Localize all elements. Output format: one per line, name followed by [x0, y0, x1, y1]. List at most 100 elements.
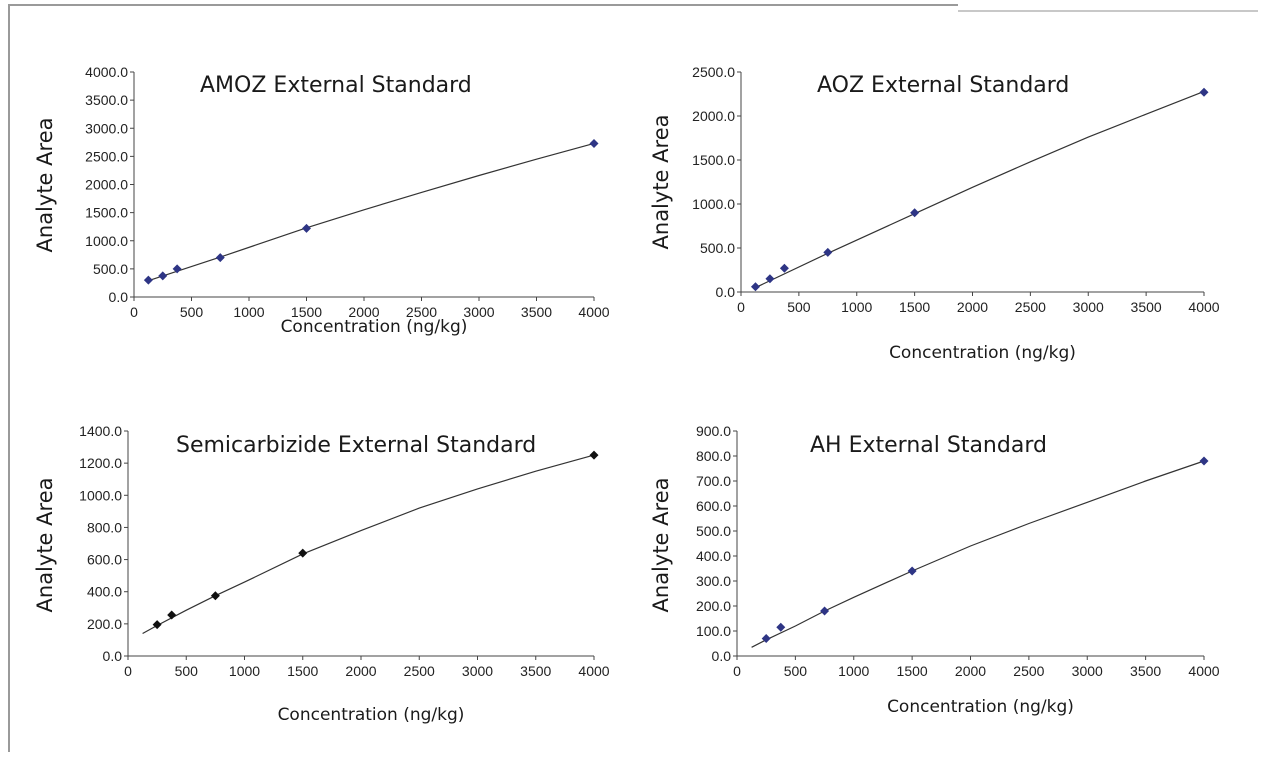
y-tick-label: 800.0	[696, 448, 731, 464]
x-tick-label: 1500	[897, 663, 928, 679]
x-tick-label: 500	[180, 304, 204, 320]
y-tick-label: 200.0	[87, 616, 122, 632]
chart-title: Semicarbizide External Standard	[176, 433, 536, 458]
x-tick-label: 3000	[1072, 663, 1103, 679]
data-point	[210, 591, 220, 601]
y-tick-label: 0.0	[716, 284, 736, 300]
data-point	[152, 620, 162, 630]
y-tick-label: 100.0	[696, 623, 731, 639]
y-tick-label: 900.0	[696, 423, 731, 439]
y-tick-label: 2000.0	[85, 177, 128, 193]
x-axis-label: Concentration (ng/kg)	[887, 697, 1074, 717]
x-tick-label: 1000	[233, 304, 264, 320]
data-point	[820, 606, 830, 616]
data-point	[167, 610, 177, 620]
y-tick-label: 3000.0	[85, 120, 128, 136]
y-axis-label: Analyte Area	[33, 118, 57, 253]
trendline	[142, 454, 595, 635]
y-tick-label: 3500.0	[85, 92, 128, 108]
x-axis-label: Concentration (ng/kg)	[889, 343, 1076, 363]
x-tick-label: 500	[787, 299, 811, 315]
x-tick-label: 500	[175, 663, 199, 679]
data-point	[589, 138, 599, 148]
y-tick-label: 0.0	[109, 289, 129, 305]
y-tick-label: 0.0	[712, 648, 732, 664]
x-tick-label: 1000	[838, 663, 869, 679]
x-tick-label: 2500	[1013, 663, 1044, 679]
x-tick-label: 2000	[957, 299, 988, 315]
data-point	[761, 634, 771, 643]
x-tick-label: 500	[784, 663, 808, 679]
x-tick-label: 3000	[1073, 299, 1104, 315]
data-point	[158, 271, 168, 281]
chart-title: AOZ External Standard	[817, 73, 1069, 98]
trendline	[755, 90, 1205, 289]
x-tick-label: 1500	[287, 663, 318, 679]
x-tick-label: 2000	[345, 663, 376, 679]
x-tick-label: 3500	[520, 663, 551, 679]
x-tick-label: 3500	[521, 304, 552, 320]
x-axis-label: Concentration (ng/kg)	[278, 705, 465, 725]
x-tick-label: 1500	[899, 299, 930, 315]
y-tick-label: 600.0	[696, 498, 731, 514]
x-tick-label: 3000	[462, 663, 493, 679]
data-point	[823, 247, 833, 257]
data-point	[765, 274, 775, 284]
x-tick-label: 1500	[291, 304, 322, 320]
trendline	[148, 142, 595, 282]
x-tick-label: 0	[737, 299, 745, 315]
x-tick-label: 2500	[406, 304, 437, 320]
y-tick-label: 200.0	[696, 598, 731, 614]
y-tick-label: 800.0	[87, 519, 122, 535]
y-tick-label: 600.0	[87, 552, 122, 568]
figure-frame	[8, 4, 1252, 752]
x-tick-label: 0	[733, 663, 741, 679]
y-tick-label: 1000.0	[79, 487, 122, 503]
x-tick-label: 4000	[578, 304, 609, 320]
y-tick-label: 1500.0	[692, 152, 735, 168]
x-tick-label: 4000	[1188, 299, 1219, 315]
y-tick-label: 1000.0	[692, 196, 735, 212]
data-point	[779, 263, 789, 273]
y-axis-label: Analyte Area	[33, 478, 57, 613]
y-tick-label: 700.0	[696, 473, 731, 489]
data-point	[907, 566, 917, 576]
x-tick-label: 3500	[1130, 663, 1161, 679]
x-tick-label: 2500	[404, 663, 435, 679]
y-tick-label: 1000.0	[85, 233, 128, 249]
frame-gap-line	[958, 10, 1258, 12]
chart-title: AH External Standard	[810, 433, 1047, 458]
frame-gap	[958, 2, 1258, 8]
y-tick-label: 2000.0	[692, 108, 735, 124]
x-tick-label: 2000	[348, 304, 379, 320]
x-tick-label: 0	[130, 304, 138, 320]
y-tick-label: 500.0	[700, 240, 735, 256]
data-point	[1199, 87, 1209, 97]
x-tick-label: 3500	[1131, 299, 1162, 315]
y-tick-label: 300.0	[696, 573, 731, 589]
data-point	[172, 264, 182, 274]
data-point	[1199, 456, 1209, 466]
x-tick-label: 0	[124, 663, 132, 679]
data-point	[589, 450, 599, 460]
y-tick-label: 2500.0	[692, 64, 735, 80]
y-tick-label: 1500.0	[85, 205, 128, 221]
data-point	[910, 208, 920, 218]
data-point	[143, 275, 153, 285]
y-tick-label: 2500.0	[85, 148, 128, 164]
x-axis-label: Concentration (ng/kg)	[281, 317, 468, 337]
data-point	[215, 253, 225, 263]
y-axis-label: Analyte Area	[649, 478, 673, 613]
y-tick-label: 400.0	[696, 548, 731, 564]
y-tick-label: 500.0	[696, 523, 731, 539]
y-axis-label: Analyte Area	[649, 115, 673, 250]
x-tick-label: 4000	[1188, 663, 1219, 679]
data-point	[776, 622, 786, 632]
y-tick-label: 400.0	[87, 584, 122, 600]
x-tick-label: 2500	[1015, 299, 1046, 315]
chart-title: AMOZ External Standard	[200, 73, 472, 98]
y-tick-label: 1200.0	[79, 455, 122, 471]
y-tick-label: 0.0	[103, 648, 123, 664]
x-tick-label: 1000	[841, 299, 872, 315]
